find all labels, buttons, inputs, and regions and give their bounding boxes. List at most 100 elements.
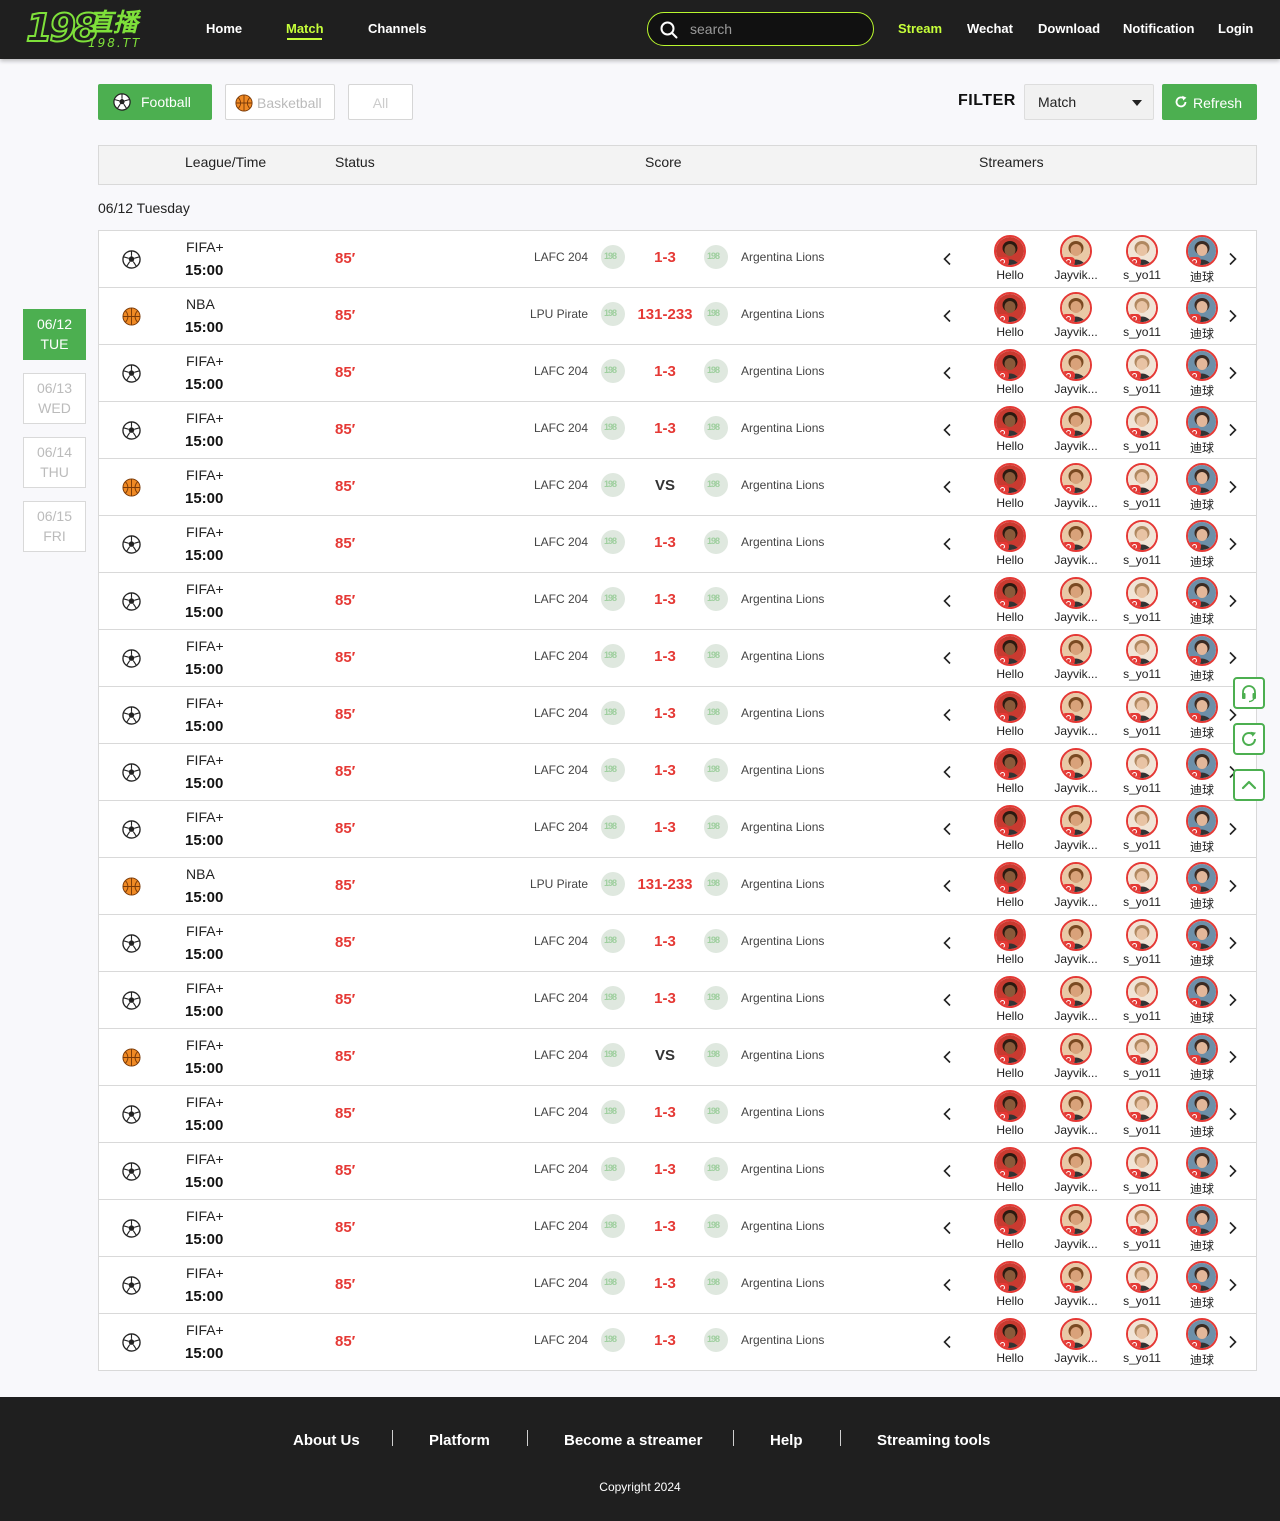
table-row[interactable]: FIFA+ 15:00 85′ LAFC 204 198 1-3 198 Argentina … — [99, 231, 1256, 288]
streamer-card[interactable]: 迪球 — [1172, 1090, 1232, 1140]
streamer-card[interactable]: Jayvik... — [1046, 919, 1106, 966]
chevron-left-icon[interactable] — [942, 936, 952, 950]
date-item[interactable]: 06/12 TUE — [23, 309, 86, 360]
streamer-card[interactable]: Hello — [980, 292, 1040, 339]
table-row[interactable]: FIFA+ 15:00 85′ LAFC 204 198 1-3 198 Argentina … — [99, 1257, 1256, 1314]
table-row[interactable]: FIFA+ 15:00 85′ LAFC 204 198 1-3 198 Argentina … — [99, 1314, 1256, 1371]
table-row[interactable]: FIFA+ 15:00 85′ LAFC 204 198 1-3 198 Argentina … — [99, 801, 1256, 858]
streamer-card[interactable]: 迪球 — [1172, 919, 1232, 969]
search-input[interactable] — [690, 19, 865, 39]
chevron-right-icon[interactable] — [1228, 1050, 1238, 1064]
table-row[interactable]: FIFA+ 15:00 85′ LAFC 204 198 1-3 198 Argentina … — [99, 1200, 1256, 1257]
streamer-card[interactable]: Hello — [980, 862, 1040, 909]
streamer-card[interactable]: Hello — [980, 691, 1040, 738]
streamer-card[interactable]: Jayvik... — [1046, 805, 1106, 852]
streamer-card[interactable]: s_yo11 — [1112, 406, 1172, 453]
basketball-tab-button[interactable]: Basketball — [225, 84, 335, 120]
streamer-card[interactable]: Hello — [980, 805, 1040, 852]
nav-channels[interactable]: Channels — [368, 21, 427, 36]
streamer-card[interactable]: 迪球 — [1172, 577, 1232, 627]
streamer-card[interactable]: Hello — [980, 1204, 1040, 1251]
streamer-card[interactable]: s_yo11 — [1112, 235, 1172, 282]
streamer-card[interactable]: 迪球 — [1172, 862, 1232, 912]
chevron-left-icon[interactable] — [942, 1221, 952, 1235]
streamer-card[interactable]: Jayvik... — [1046, 577, 1106, 624]
footer-link-streaming-tools[interactable]: Streaming tools — [877, 1432, 991, 1449]
streamer-card[interactable]: 迪球 — [1172, 1147, 1232, 1197]
chevron-left-icon[interactable] — [942, 651, 952, 665]
streamer-card[interactable]: Jayvik... — [1046, 1033, 1106, 1080]
search-icon[interactable] — [660, 21, 678, 39]
table-row[interactable]: FIFA+ 15:00 85′ LAFC 204 198 1-3 198 Argentina … — [99, 972, 1256, 1029]
streamer-card[interactable]: Hello — [980, 634, 1040, 681]
streamer-card[interactable]: 迪球 — [1172, 406, 1232, 456]
footer-link-platform[interactable]: Platform — [429, 1432, 490, 1449]
streamer-card[interactable]: 迪球 — [1172, 1204, 1232, 1254]
streamer-card[interactable]: s_yo11 — [1112, 1090, 1172, 1137]
streamer-card[interactable]: Jayvik... — [1046, 406, 1106, 453]
streamer-card[interactable]: Jayvik... — [1046, 349, 1106, 396]
streamer-card[interactable]: s_yo11 — [1112, 577, 1172, 624]
streamer-card[interactable]: Hello — [980, 919, 1040, 966]
streamer-card[interactable]: Hello — [980, 1090, 1040, 1137]
streamer-card[interactable]: 迪球 — [1172, 1261, 1232, 1311]
streamer-card[interactable]: 迪球 — [1172, 805, 1232, 855]
chevron-left-icon[interactable] — [942, 1278, 952, 1292]
streamer-card[interactable]: Jayvik... — [1046, 1147, 1106, 1194]
chevron-right-icon[interactable] — [1228, 1221, 1238, 1235]
chevron-right-icon[interactable] — [1228, 1164, 1238, 1178]
table-row[interactable]: FIFA+ 15:00 85′ LAFC 204 198 1-3 198 Argentina … — [99, 744, 1256, 801]
nav-match[interactable]: Match — [286, 21, 324, 36]
streamer-card[interactable]: s_yo11 — [1112, 805, 1172, 852]
streamer-card[interactable]: Hello — [980, 463, 1040, 510]
streamer-card[interactable]: s_yo11 — [1112, 349, 1172, 396]
streamer-card[interactable]: s_yo11 — [1112, 862, 1172, 909]
table-row[interactable]: FIFA+ 15:00 85′ LAFC 204 198 1-3 198 Argentina … — [99, 1086, 1256, 1143]
streamer-card[interactable]: s_yo11 — [1112, 1318, 1172, 1365]
chevron-right-icon[interactable] — [1228, 708, 1238, 722]
chevron-left-icon[interactable] — [942, 1164, 952, 1178]
chevron-right-icon[interactable] — [1228, 423, 1238, 437]
streamer-card[interactable]: s_yo11 — [1112, 691, 1172, 738]
streamer-card[interactable]: Jayvik... — [1046, 862, 1106, 909]
chevron-left-icon[interactable] — [942, 1050, 952, 1064]
chevron-right-icon[interactable] — [1228, 879, 1238, 893]
table-row[interactable]: NBA 15:00 85′ LPU Pirate 198 131-233 198 Argent… — [99, 858, 1256, 915]
chevron-right-icon[interactable] — [1228, 1278, 1238, 1292]
site-logo[interactable]: 198 直播 198.TT — [25, 6, 156, 51]
streamer-card[interactable]: s_yo11 — [1112, 1147, 1172, 1194]
chevron-right-icon[interactable] — [1228, 822, 1238, 836]
chevron-right-icon[interactable] — [1228, 537, 1238, 551]
filter-select[interactable]: Match — [1024, 84, 1154, 120]
streamer-card[interactable]: s_yo11 — [1112, 1261, 1172, 1308]
chevron-left-icon[interactable] — [942, 765, 952, 779]
nav-home[interactable]: Home — [206, 21, 243, 36]
footer-link-help[interactable]: Help — [770, 1432, 803, 1449]
header-link-wechat[interactable]: Wechat — [967, 21, 1013, 36]
streamer-card[interactable]: Jayvik... — [1046, 634, 1106, 681]
header-link-login[interactable]: Login — [1218, 21, 1254, 36]
chevron-left-icon[interactable] — [942, 879, 952, 893]
streamer-card[interactable]: Hello — [980, 1033, 1040, 1080]
chevron-left-icon[interactable] — [942, 537, 952, 551]
table-row[interactable]: FIFA+ 15:00 85′ LAFC 204 198 1-3 198 Argentina … — [99, 1143, 1256, 1200]
streamer-card[interactable]: Jayvik... — [1046, 520, 1106, 567]
chevron-right-icon[interactable] — [1228, 936, 1238, 950]
streamer-card[interactable]: Jayvik... — [1046, 292, 1106, 339]
chevron-right-icon[interactable] — [1228, 993, 1238, 1007]
footer-link-about[interactable]: About Us — [293, 1432, 360, 1449]
table-row[interactable]: NBA 15:00 85′ LPU Pirate 198 131-233 198 Argent… — [99, 288, 1256, 345]
streamer-card[interactable]: 迪球 — [1172, 520, 1232, 570]
streamer-card[interactable]: Jayvik... — [1046, 235, 1106, 282]
streamer-card[interactable]: s_yo11 — [1112, 919, 1172, 966]
chevron-right-icon[interactable] — [1228, 309, 1238, 323]
streamer-card[interactable]: Hello — [980, 1147, 1040, 1194]
chevron-left-icon[interactable] — [942, 1335, 952, 1349]
chevron-left-icon[interactable] — [942, 594, 952, 608]
streamer-card[interactable]: s_yo11 — [1112, 748, 1172, 795]
footer-link-become-streamer[interactable]: Become a streamer — [564, 1432, 703, 1449]
chevron-left-icon[interactable] — [942, 366, 952, 380]
date-item[interactable]: 06/13 WED — [23, 373, 86, 424]
chevron-left-icon[interactable] — [942, 1107, 952, 1121]
streamer-card[interactable]: 迪球 — [1172, 1318, 1232, 1368]
